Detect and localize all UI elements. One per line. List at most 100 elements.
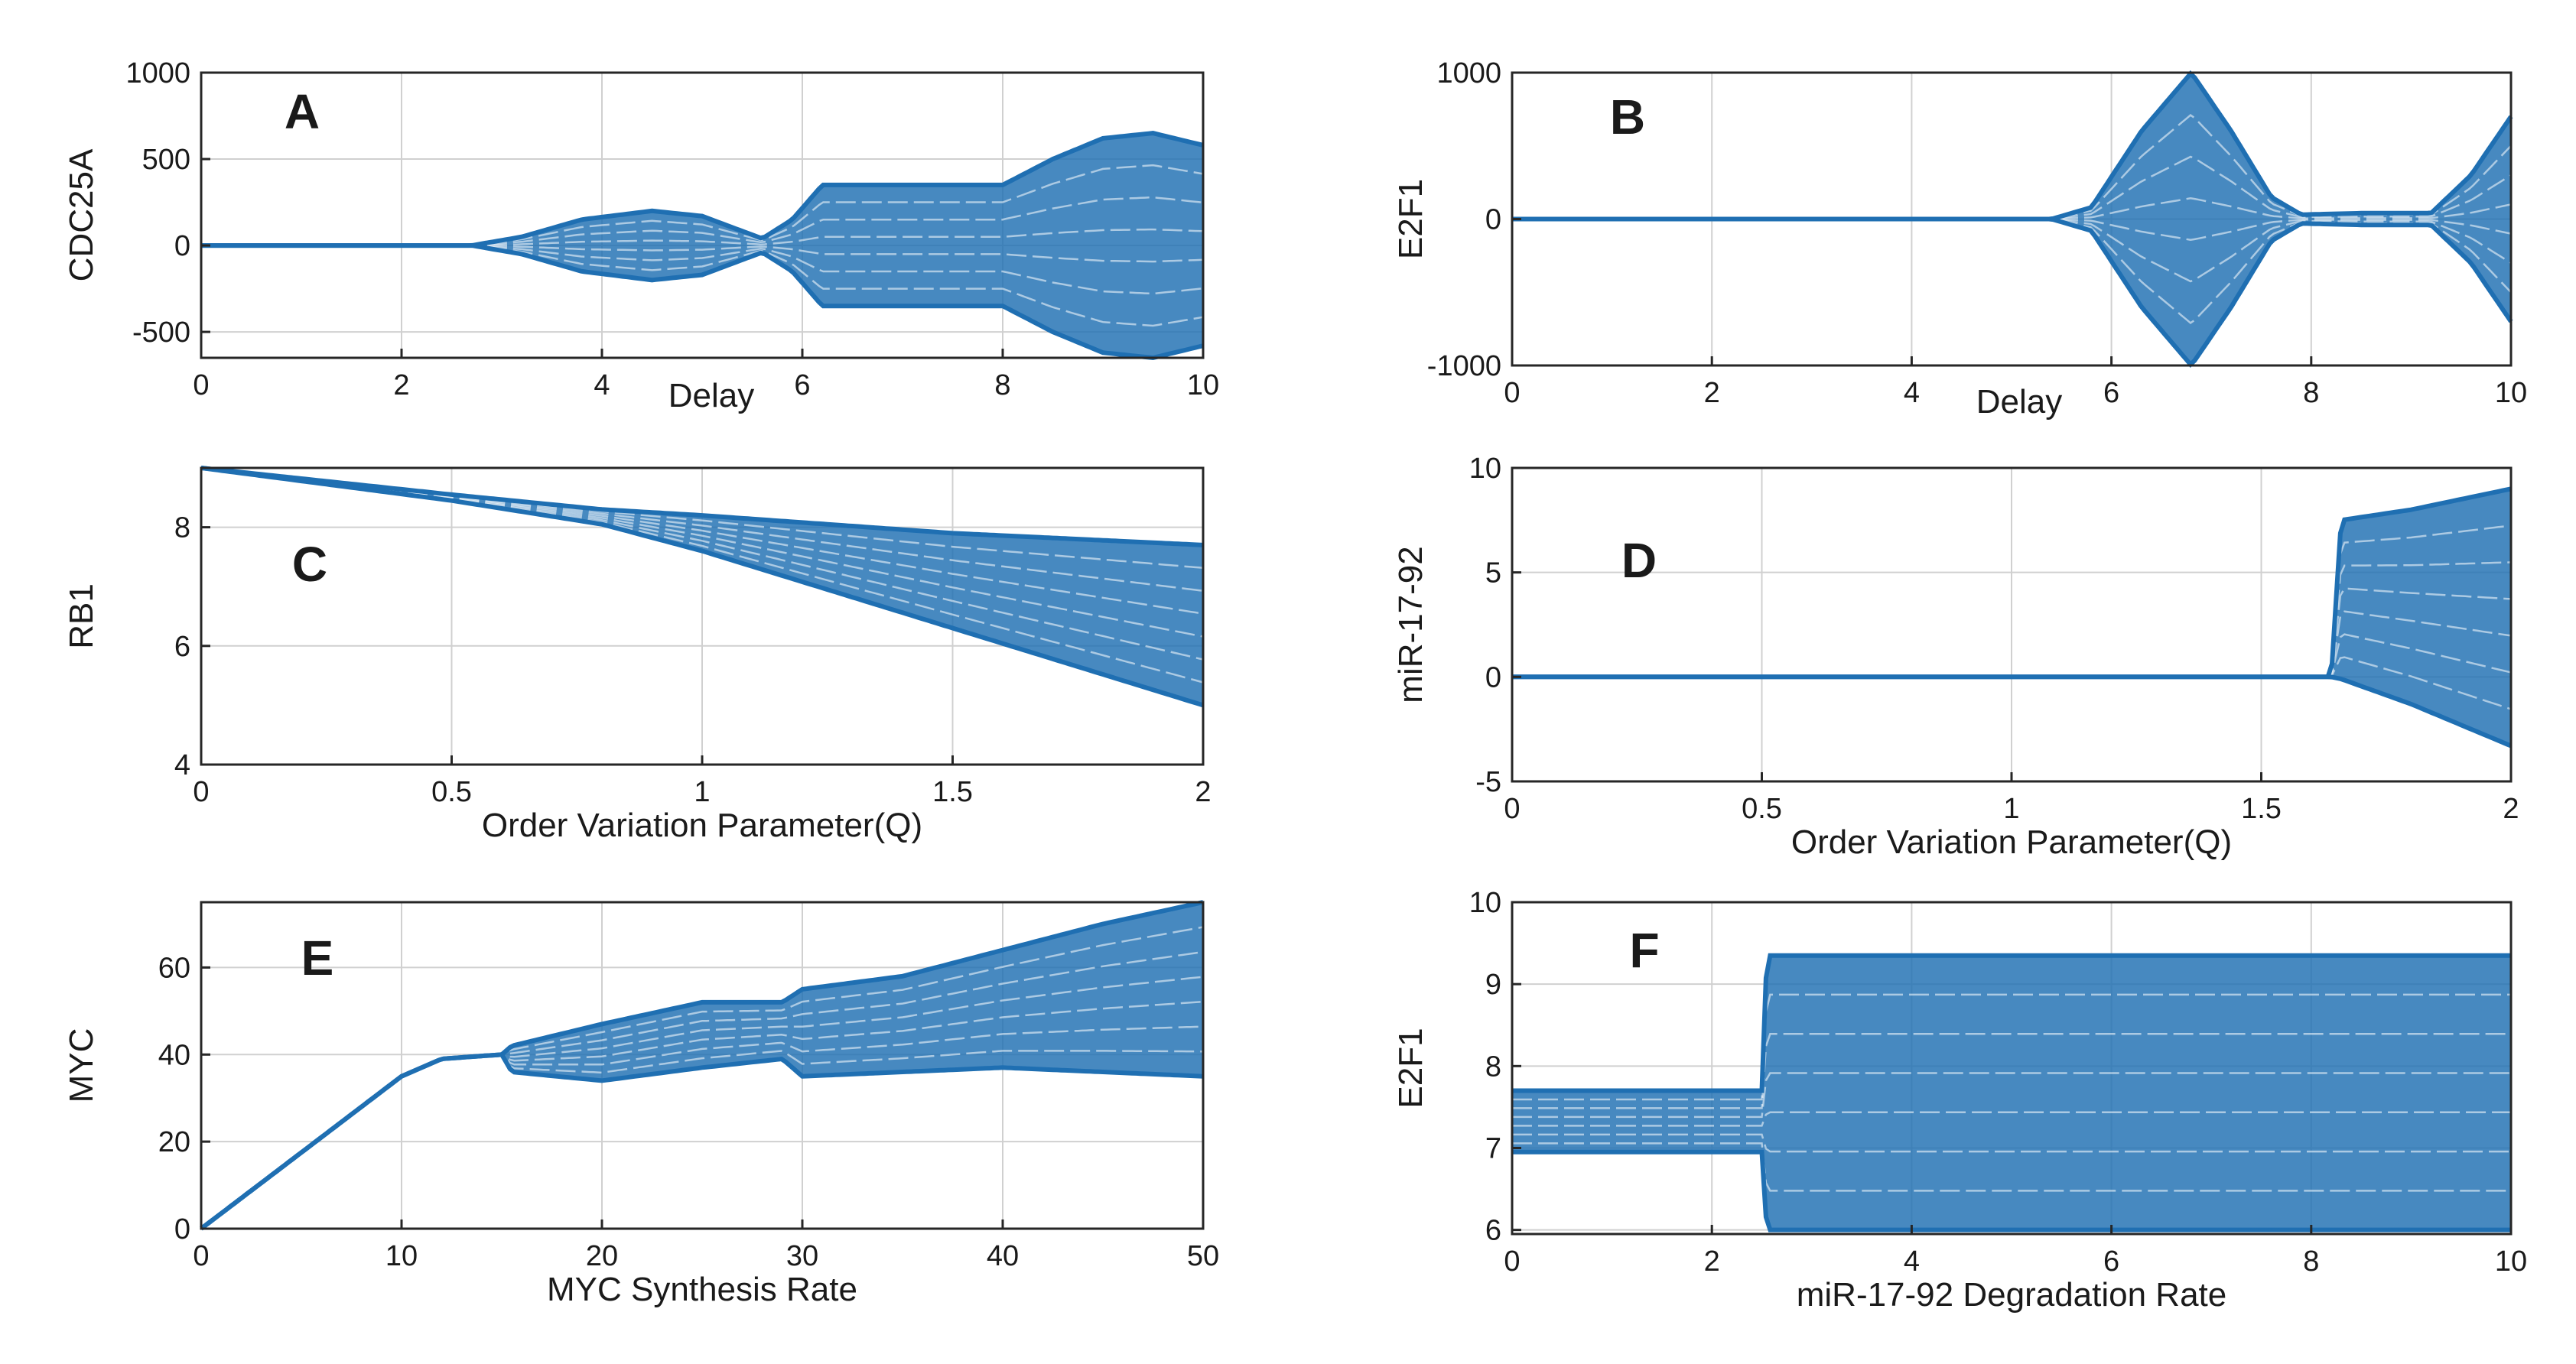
series-branch-line — [1512, 218, 2512, 283]
series-branch-line — [1512, 114, 2512, 220]
x-tick-label: 2 — [1195, 776, 1211, 808]
series-upper-branch — [1512, 953, 2511, 1093]
axes-box — [200, 71, 1205, 359]
series-branch-line — [1512, 1111, 2511, 1127]
series-lower-branch — [1512, 216, 2513, 369]
x-tick-label: 10 — [2495, 377, 2527, 409]
y-tick-label: 0 — [1485, 204, 1501, 236]
y-tick-label: 40 — [158, 1039, 190, 1071]
series-branch-line — [1512, 1032, 2511, 1109]
series-upper-branch — [200, 466, 1204, 547]
x-axis-label: Order Variation Parameter(Q) — [482, 807, 922, 844]
panel-label: B — [1610, 89, 1645, 145]
panel-f: 0 2 4 6 8 10 6 7 8 9 10 miR-17-92 Degradation Rate E… — [1392, 887, 2527, 1314]
y-tick-label: 1000 — [125, 57, 190, 89]
y-tick-label: 10 — [1469, 887, 1501, 919]
x-tick-label: 40 — [987, 1240, 1019, 1272]
x-axis-label: miR-17-92 Degradation Rate — [1797, 1276, 2227, 1314]
x-tick-label: 2 — [393, 369, 409, 401]
panel-label: E — [301, 930, 334, 986]
series-branch-line — [200, 1050, 1203, 1229]
series-lower-branch — [200, 466, 1204, 708]
series-branch-line — [1512, 218, 2512, 324]
y-tick-label: -500 — [132, 317, 190, 349]
series-lower-branch — [200, 1052, 1204, 1231]
y-axis-label: miR-17-92 — [1392, 546, 1429, 703]
x-tick-label: 1.5 — [932, 776, 973, 808]
series-branch-line — [1512, 993, 2511, 1101]
x-tick-label: 10 — [2495, 1245, 2527, 1278]
x-tick-label: 1.5 — [2241, 793, 2282, 825]
x-tick-label: 1 — [694, 776, 710, 808]
x-tick-label: 4 — [594, 369, 610, 401]
x-tick-label: 10 — [385, 1240, 418, 1272]
x-tick-label: 1 — [2003, 793, 2019, 825]
x-tick-label: 0.5 — [1742, 793, 1782, 825]
y-tick-label: 7 — [1485, 1132, 1501, 1164]
x-axis-label: Delay — [1976, 383, 2063, 421]
y-tick-label: 5 — [1485, 557, 1501, 589]
series-branch-line — [1512, 1142, 2511, 1192]
y-tick-label: -5 — [1475, 766, 1501, 798]
x-tick-label: 30 — [786, 1240, 818, 1272]
panel-c: 0 0.5 1 1.5 2 4 6 8 Order Variation Parameter(Q)… — [63, 466, 1212, 844]
y-axis-label: RB1 — [63, 583, 100, 649]
series-branch-line — [1512, 155, 2512, 220]
panel-label: A — [285, 84, 320, 139]
panel-e: 0 10 20 30 40 50 0 20 40 60 MYC Synthesis Rate MYC E — [63, 900, 1219, 1308]
y-axis-label: CDC25A — [63, 148, 100, 281]
x-tick-label: 8 — [994, 369, 1010, 401]
series-upper-branch — [1512, 70, 2513, 222]
y-tick-label: 60 — [158, 952, 190, 984]
x-tick-label: 6 — [2103, 1245, 2119, 1278]
axes-box — [200, 901, 1205, 1230]
series-lower-branch — [201, 243, 1204, 361]
x-tick-label: 0 — [1504, 793, 1520, 825]
y-tick-label: 0 — [1485, 661, 1501, 693]
x-tick-label: 0 — [1504, 1245, 1520, 1278]
y-tick-label: 9 — [1485, 969, 1501, 1001]
panel-label: C — [292, 537, 327, 592]
x-axis-label: Order Variation Parameter(Q) — [1791, 823, 2232, 861]
series-branch-line — [1512, 1133, 2511, 1153]
y-tick-label: 4 — [174, 749, 190, 781]
y-axis-label: E2F1 — [1392, 179, 1429, 259]
y-tick-label: 500 — [142, 144, 190, 176]
y-tick-label: 6 — [174, 631, 190, 663]
y-tick-label: 0 — [174, 230, 190, 262]
y-tick-label: 6 — [1485, 1215, 1501, 1247]
x-axis-label: MYC Synthesis Rate — [547, 1271, 857, 1308]
x-tick-label: 2 — [2503, 793, 2519, 825]
x-tick-label: 0 — [193, 369, 209, 401]
x-tick-label: 0.5 — [431, 776, 472, 808]
x-tick-label: 0 — [193, 776, 209, 808]
x-tick-label: 4 — [1904, 1245, 1920, 1278]
y-axis-label: E2F1 — [1392, 1028, 1429, 1108]
axes-box — [1511, 901, 2513, 1236]
y-tick-label: 0 — [174, 1213, 190, 1245]
x-axis-label: Delay — [668, 377, 755, 414]
x-tick-label: 50 — [1187, 1240, 1219, 1272]
x-tick-label: 0 — [1504, 377, 1520, 409]
x-tick-label: 6 — [794, 369, 810, 401]
x-tick-label: 2 — [1704, 1245, 1720, 1278]
panel-label: D — [1621, 533, 1657, 588]
x-tick-label: 8 — [2303, 1245, 2319, 1278]
series-lower-branch — [1512, 1149, 2511, 1232]
panel-label: F — [1629, 923, 1659, 978]
y-tick-label: 20 — [158, 1126, 190, 1158]
series-branch-line — [1512, 1072, 2511, 1119]
x-tick-label: 8 — [2303, 377, 2319, 409]
x-tick-label: 10 — [1187, 369, 1219, 401]
y-tick-label: 1000 — [1436, 57, 1501, 89]
y-tick-label: 8 — [174, 512, 190, 544]
y-tick-label: 8 — [1485, 1051, 1501, 1083]
x-tick-label: 6 — [2103, 377, 2119, 409]
x-tick-label: 2 — [1704, 377, 1720, 409]
x-tick-label: 4 — [1904, 377, 1920, 409]
x-tick-label: 20 — [586, 1240, 618, 1272]
